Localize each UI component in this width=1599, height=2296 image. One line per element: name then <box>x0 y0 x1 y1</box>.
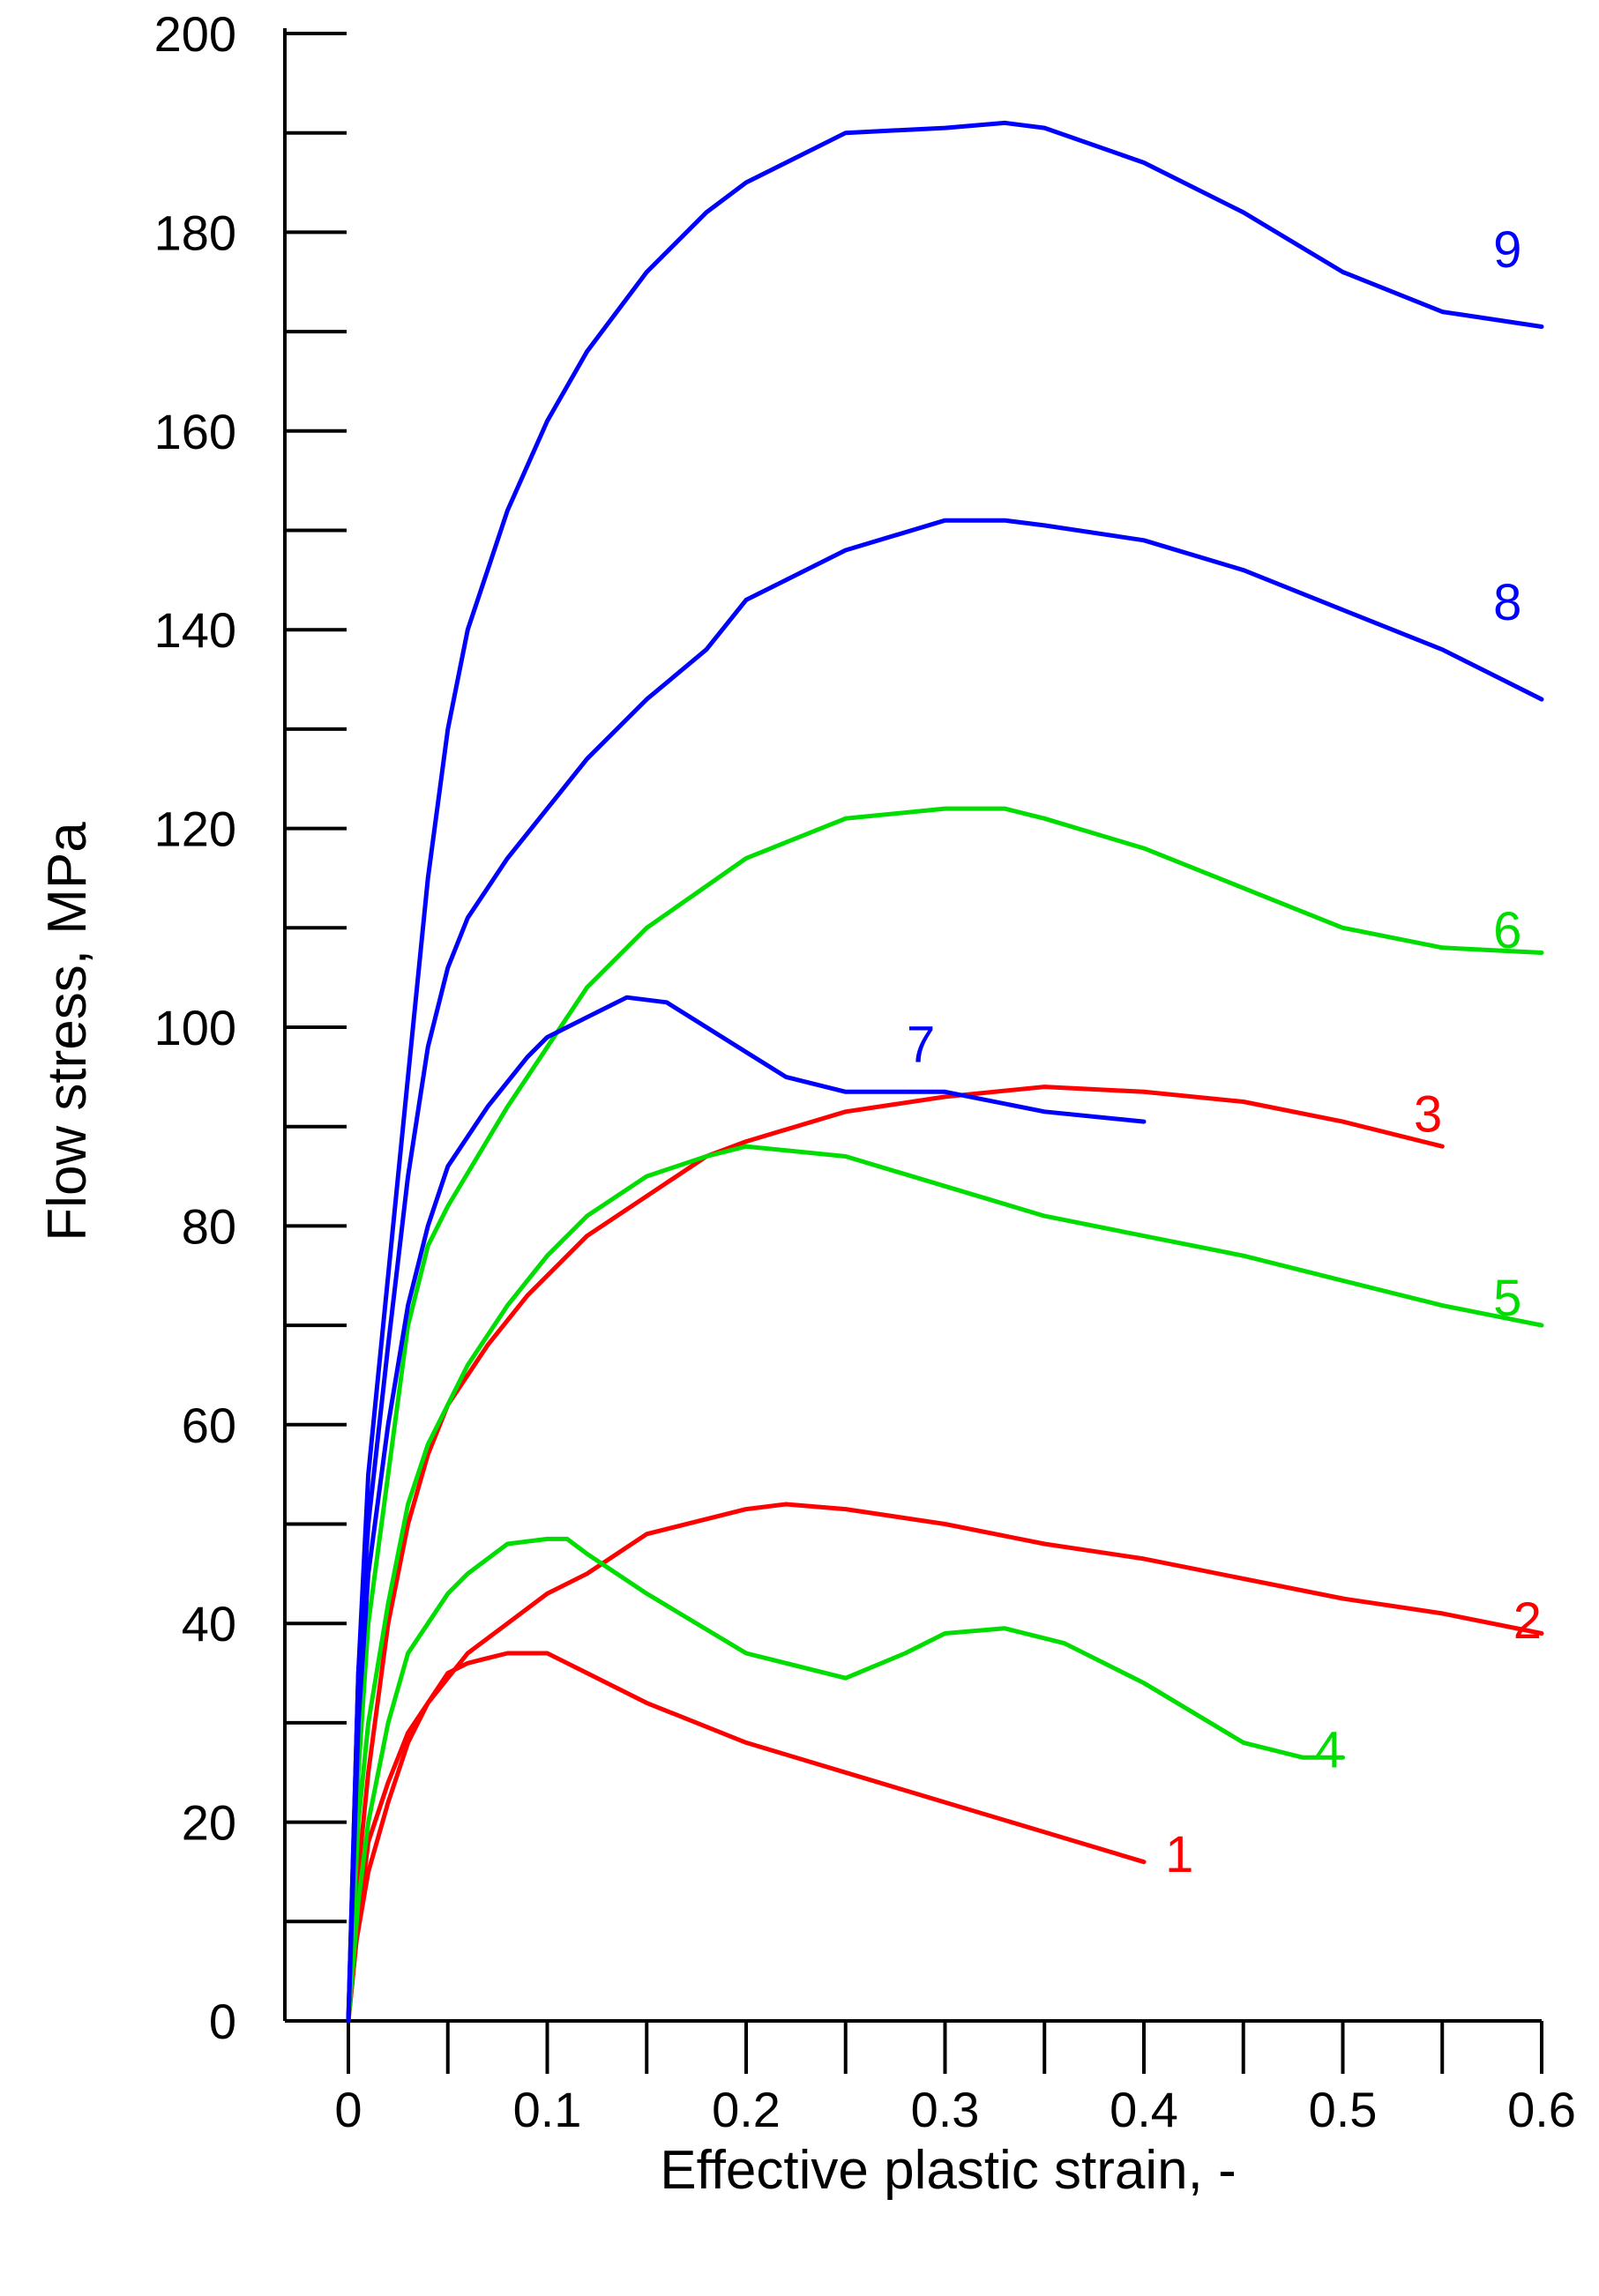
curve-label-3: 3 <box>1414 1085 1442 1143</box>
y-tick-label: 200 <box>154 6 236 62</box>
y-tick-label: 80 <box>182 1198 236 1254</box>
series-line-7 <box>346 995 1147 2024</box>
y-tick-label: 100 <box>154 1000 236 1055</box>
x-tick-label: 0.6 <box>1507 2082 1576 2137</box>
series-line-9 <box>346 120 1544 2024</box>
y-tick-label: 40 <box>182 1596 236 1651</box>
y-tick-label: 0 <box>209 1994 236 2049</box>
series-line-1 <box>346 1651 1147 2024</box>
curve-label-2: 2 <box>1513 1592 1542 1650</box>
curve-label-9: 9 <box>1493 221 1521 279</box>
curve-label-6: 6 <box>1493 902 1521 959</box>
y-tick-label: 120 <box>154 801 236 857</box>
curve-label-8: 8 <box>1493 574 1521 631</box>
y-axis-title: Flow stress, MPa <box>37 822 98 1241</box>
y-tick-label: 180 <box>154 205 236 260</box>
y-tick-label: 20 <box>182 1795 236 1851</box>
y-tick-label: 60 <box>182 1398 236 1453</box>
x-tick-label: 0.3 <box>911 2082 980 2137</box>
curve-label-4: 4 <box>1314 1722 1342 1779</box>
curve-label-7: 7 <box>907 1016 935 1073</box>
x-axis-title: Effective plastic strain, - <box>660 2140 1237 2201</box>
x-tick-label: 0.4 <box>1110 2082 1178 2137</box>
series-layer <box>346 120 1544 2024</box>
x-tick-label: 0 <box>334 2082 362 2137</box>
series-line-8 <box>346 518 1544 2024</box>
series-line-3 <box>346 1085 1445 2024</box>
y-tick-label: 160 <box>154 404 236 459</box>
curve-label-5: 5 <box>1493 1270 1521 1327</box>
series-line-2 <box>346 1502 1544 2024</box>
series-line-5 <box>346 1144 1544 2024</box>
x-tick-label: 0.1 <box>513 2082 582 2137</box>
curve-label-1: 1 <box>1165 1826 1193 1883</box>
series-line-6 <box>346 806 1544 2024</box>
series-line-4 <box>346 1536 1345 2024</box>
x-tick-label: 0.5 <box>1309 2082 1378 2137</box>
x-tick-label: 0.2 <box>712 2082 781 2137</box>
curve-labels: 1 2 3 4 5 6 7 8 9 <box>907 221 1542 1883</box>
y-tick-label: 140 <box>154 602 236 658</box>
chart-axes: 0 20 40 60 80 100 120 140 160 180 200 0 0.1 0.2 0.3 0.4… <box>154 6 1576 2137</box>
